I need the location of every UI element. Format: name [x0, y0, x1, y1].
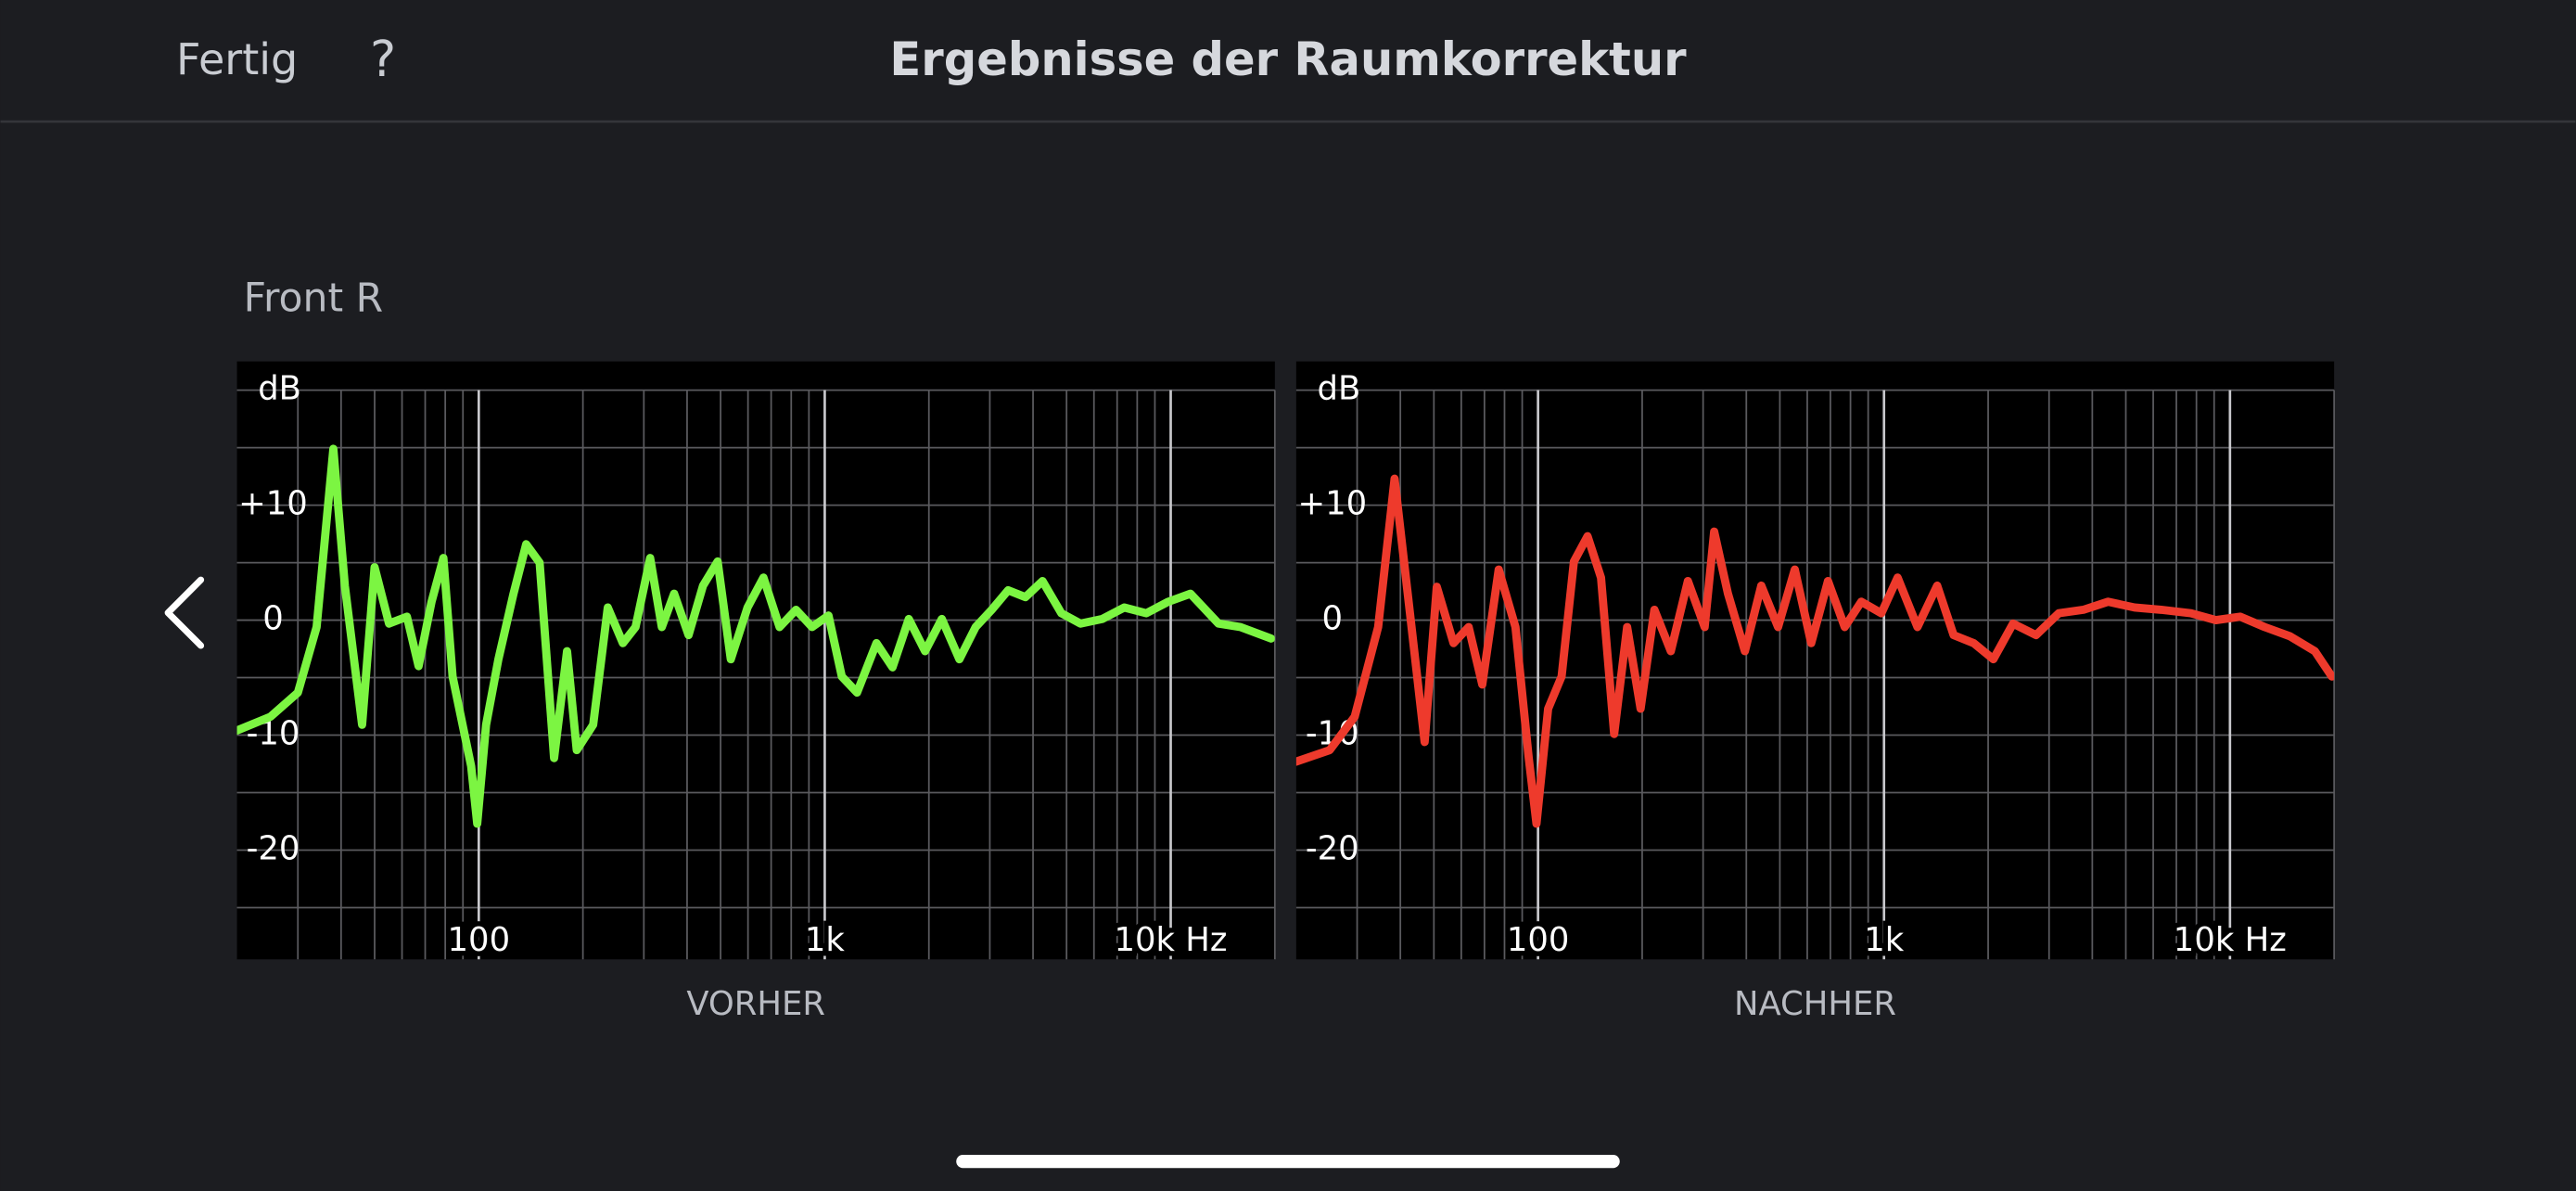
x-tick-label: 100	[448, 921, 511, 959]
x-tick-label: 10k Hz	[2174, 921, 2287, 959]
y-tick-label: -20	[1306, 830, 1359, 868]
y-tick-label: +10	[238, 485, 308, 523]
y-axis-label: dB	[258, 370, 301, 408]
chart-caption: NACHHER	[1734, 985, 1896, 1023]
y-tick-label: +10	[1297, 485, 1367, 523]
home-indicator	[956, 1155, 1620, 1169]
y-tick-label: 0	[262, 600, 284, 638]
x-tick-label: 100	[1507, 921, 1570, 959]
screen-title: Ergebnisse der Raumkorrektur	[889, 32, 1687, 86]
speaker-label: Front R	[244, 276, 384, 322]
done-button[interactable]: Fertig	[176, 34, 298, 84]
back-arrow[interactable]	[164, 576, 205, 649]
plot-area	[236, 361, 1275, 960]
y-tick-label: 0	[1322, 600, 1344, 638]
x-tick-label: 1k	[805, 921, 846, 959]
x-tick-label: 1k	[1864, 921, 1905, 959]
x-tick-label: 10k Hz	[1115, 921, 1228, 959]
response-line	[1295, 474, 2335, 828]
chart-caption: VORHER	[686, 985, 825, 1023]
help-button[interactable]: ?	[370, 31, 396, 88]
y-tick-label: -20	[247, 830, 300, 868]
plot-area	[1295, 361, 2335, 960]
response-line	[236, 444, 1275, 828]
y-axis-label: dB	[1318, 370, 1361, 408]
